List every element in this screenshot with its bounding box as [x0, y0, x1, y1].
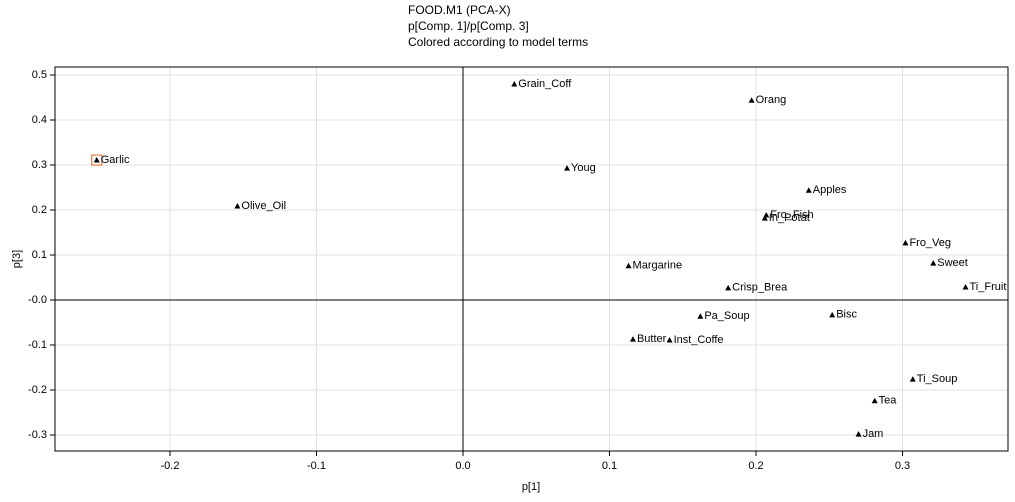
point	[930, 260, 937, 266]
point	[855, 431, 862, 437]
point-label: Garlic	[101, 154, 130, 166]
y-tick-label: -0.0	[28, 294, 47, 306]
point-label: Pa_Soup	[704, 310, 749, 322]
chart-subtitle: p[Comp. 1]/p[Comp. 3]	[408, 19, 529, 33]
x-tick-label: -0.1	[307, 460, 326, 472]
y-tick-label: -0.1	[28, 339, 47, 351]
point-label: Apples	[813, 184, 847, 196]
point-label: In_Potat	[769, 212, 810, 224]
point	[625, 262, 632, 269]
point-label: Fro_Veg	[909, 237, 951, 249]
y-tick-label: 0.5	[32, 69, 47, 81]
point	[93, 157, 100, 163]
point	[666, 337, 673, 343]
x-tick-label: -0.2	[161, 460, 180, 472]
point	[805, 187, 812, 193]
y-axis-label: p[3]	[11, 250, 23, 268]
y-tick-label: -0.2	[28, 384, 47, 396]
point	[962, 283, 969, 290]
point-label: Orang	[756, 94, 787, 106]
point-label: Butter	[637, 333, 667, 345]
y-tick-label: 0.4	[32, 114, 47, 126]
x-tick-label: 0.1	[602, 460, 617, 472]
point-label: Sweet	[937, 257, 968, 269]
point	[871, 397, 878, 404]
selection-box	[91, 154, 103, 166]
x-axis-label: p[1]	[522, 481, 540, 493]
chart-annotation: Colored according to model terms	[408, 35, 588, 49]
point-label: Grain_Coff	[518, 78, 572, 90]
point-label: Tea	[879, 395, 898, 407]
point-label: Youg	[571, 162, 596, 174]
point	[234, 202, 241, 209]
point	[511, 81, 518, 87]
point	[629, 336, 636, 342]
point	[909, 376, 916, 382]
x-tick-label: 0.3	[895, 460, 910, 472]
point	[761, 215, 768, 221]
plot-frame	[54, 66, 1009, 452]
point-label: Ti_Fruit	[970, 281, 1007, 293]
y-tick-label: -0.3	[28, 429, 47, 441]
chart-title: FOOD.M1 (PCA-X)	[408, 3, 511, 17]
point-label: Jam	[863, 428, 884, 440]
point	[564, 165, 571, 171]
point	[697, 313, 704, 319]
x-tick-label: 0.0	[455, 460, 470, 472]
point-label: Margarine	[633, 260, 683, 272]
point-label: Ti_Soup	[917, 373, 958, 385]
y-tick-label: 0.1	[32, 249, 47, 261]
point-label: Crisp_Brea	[732, 282, 788, 294]
point-label: Olive_Oil	[241, 200, 286, 212]
y-tick-label: 0.2	[32, 204, 47, 216]
point-label: Inst_Coffe	[674, 334, 724, 346]
point-label: Fro_Fish	[770, 209, 813, 221]
point-label: Bisc	[836, 309, 857, 321]
point	[829, 311, 836, 318]
x-tick-label: 0.2	[748, 460, 763, 472]
point	[902, 239, 909, 246]
point	[748, 97, 755, 103]
y-tick-label: 0.3	[32, 159, 47, 171]
point	[725, 284, 732, 291]
